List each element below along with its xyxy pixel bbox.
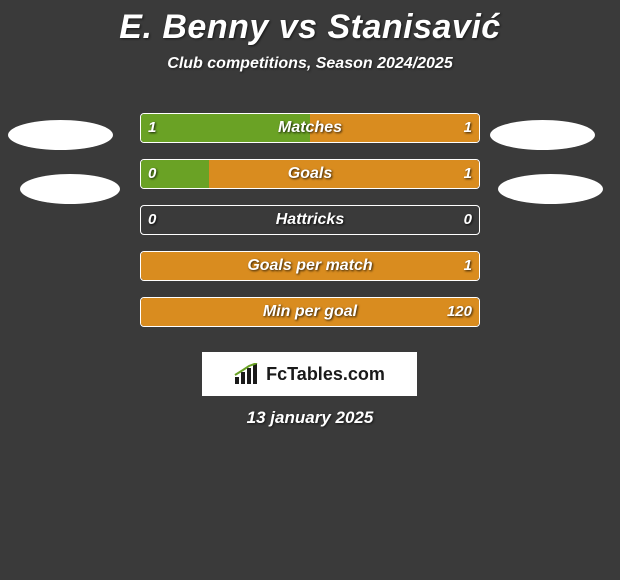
- stat-row: 00Hattricks: [0, 205, 620, 235]
- stat-label: Matches: [140, 113, 480, 143]
- stat-row: 1Goals per match: [0, 251, 620, 281]
- stat-label: Hattricks: [140, 205, 480, 235]
- stat-label: Goals: [140, 159, 480, 189]
- stat-row: 120Min per goal: [0, 297, 620, 327]
- bar-chart-icon: [234, 363, 260, 385]
- stat-label: Goals per match: [140, 251, 480, 281]
- stat-row: 01Goals: [0, 159, 620, 189]
- stat-row: 11Matches: [0, 113, 620, 143]
- comparison-widget: E. Benny vs Stanisavić Club competitions…: [0, 0, 620, 580]
- subtitle: Club competitions, Season 2024/2025: [0, 55, 620, 73]
- logo-text: FcTables.com: [266, 364, 385, 385]
- date-label: 13 january 2025: [0, 408, 620, 428]
- stat-label: Min per goal: [140, 297, 480, 327]
- fctables-logo[interactable]: FcTables.com: [202, 352, 417, 396]
- page-title: E. Benny vs Stanisavić: [0, 0, 620, 47]
